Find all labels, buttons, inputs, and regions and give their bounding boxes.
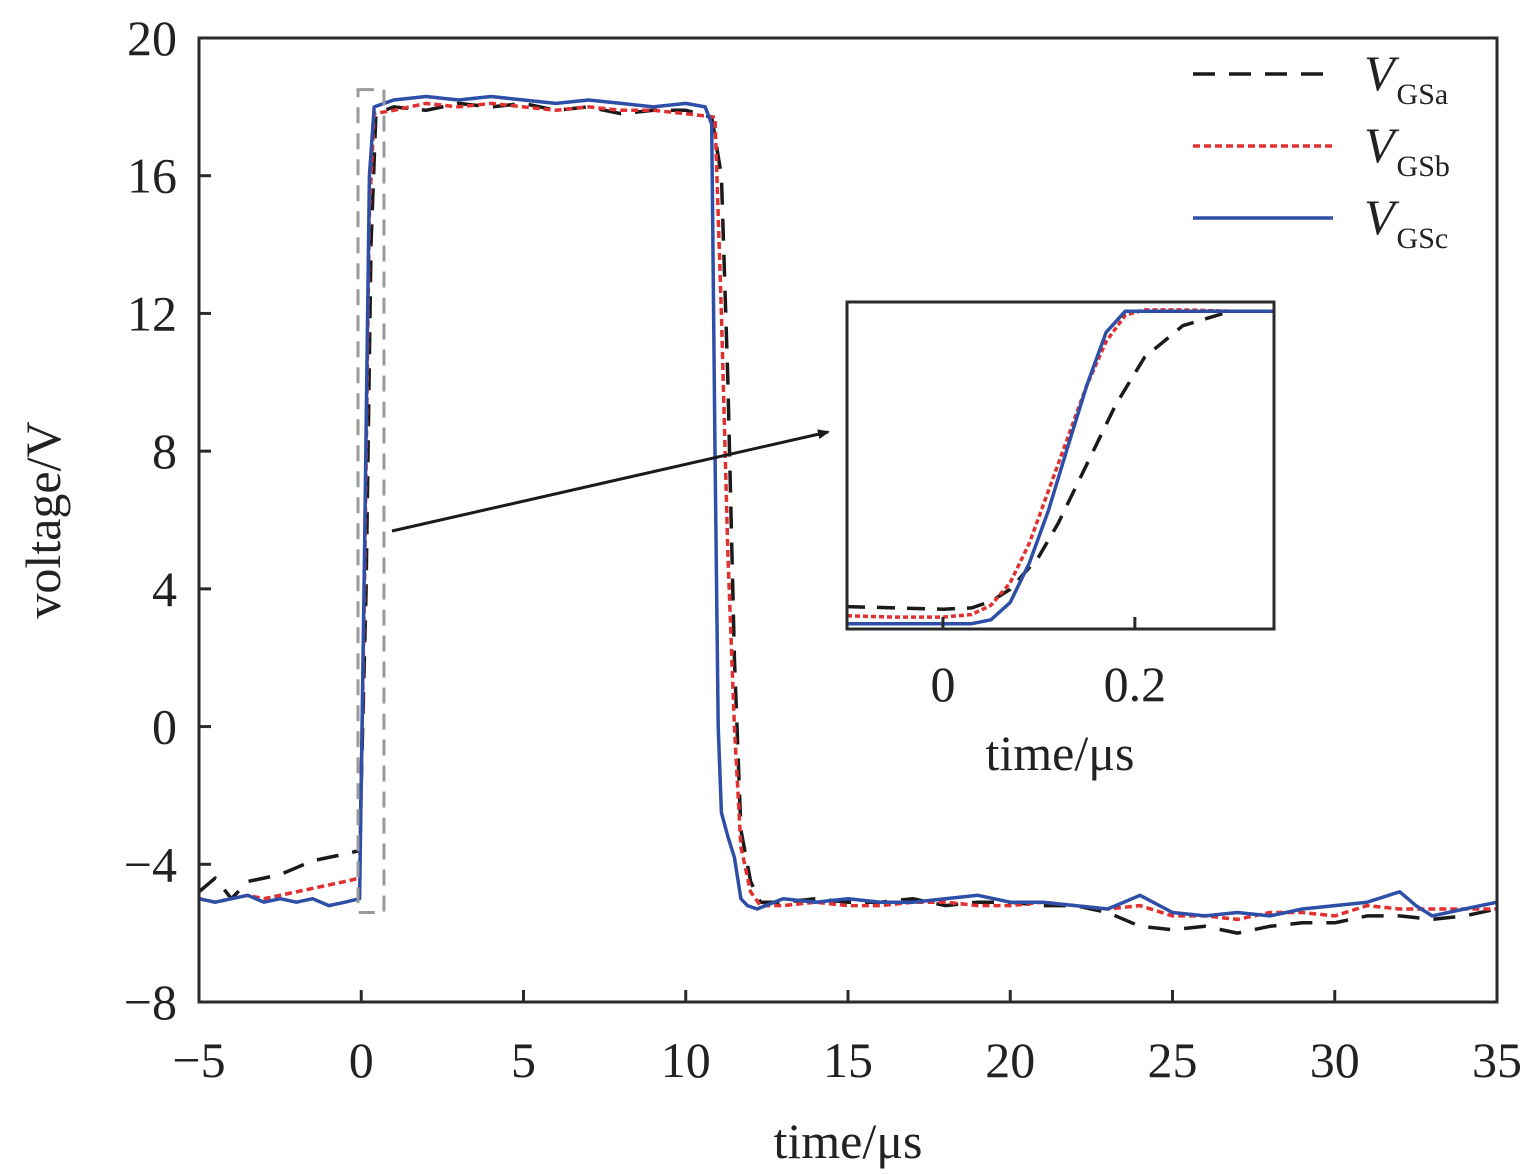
zoom-arrow	[391, 429, 830, 533]
inset-series-line-gsc	[847, 309, 1274, 626]
series-line-gsa	[199, 101, 1497, 935]
y-tick-label: 12	[127, 285, 177, 341]
y-tick-label: −8	[124, 974, 177, 1030]
y-tick-label: 20	[127, 10, 177, 66]
legend-label-gsa: VGSa	[1364, 45, 1448, 111]
x-tick-label: 30	[1310, 1032, 1360, 1088]
y-tick-label: −4	[124, 836, 177, 892]
legend-subscript: GSb	[1397, 150, 1450, 183]
legend-label-gsb: VGSb	[1364, 117, 1450, 183]
y-tick-label: 0	[152, 699, 177, 755]
series-line-gsc	[199, 94, 1497, 918]
inset-x-tick-label: 0	[930, 656, 955, 712]
x-tick-label: 5	[511, 1032, 536, 1088]
x-tick-label: −5	[172, 1032, 225, 1088]
x-tick-label: 25	[1148, 1032, 1198, 1088]
y-tick-label: 8	[152, 423, 177, 479]
y-tick-label: 4	[152, 561, 177, 617]
x-tick-label: 15	[823, 1032, 873, 1088]
x-tick-label: 35	[1472, 1032, 1522, 1088]
y-axis-label: voltage/V	[15, 421, 71, 618]
inset-x-axis-label: time/μs	[985, 725, 1134, 781]
x-tick-label: 10	[661, 1032, 711, 1088]
x-tick-label: 0	[349, 1032, 374, 1088]
inset-x-tick-label: 0.2	[1104, 656, 1167, 712]
inset-series-line-gsa	[847, 309, 1274, 611]
legend-label-gsc: VGSc	[1364, 189, 1448, 255]
series-line-gsb	[199, 101, 1497, 922]
legend-subscript: GSc	[1397, 222, 1449, 255]
y-tick-label: 16	[127, 148, 177, 204]
x-axis-label: time/μs	[773, 1113, 922, 1169]
x-tick-label: 20	[985, 1032, 1035, 1088]
zoom-box	[356, 88, 386, 914]
legend-subscript: GSa	[1397, 78, 1449, 111]
inset-frame	[845, 300, 1276, 631]
